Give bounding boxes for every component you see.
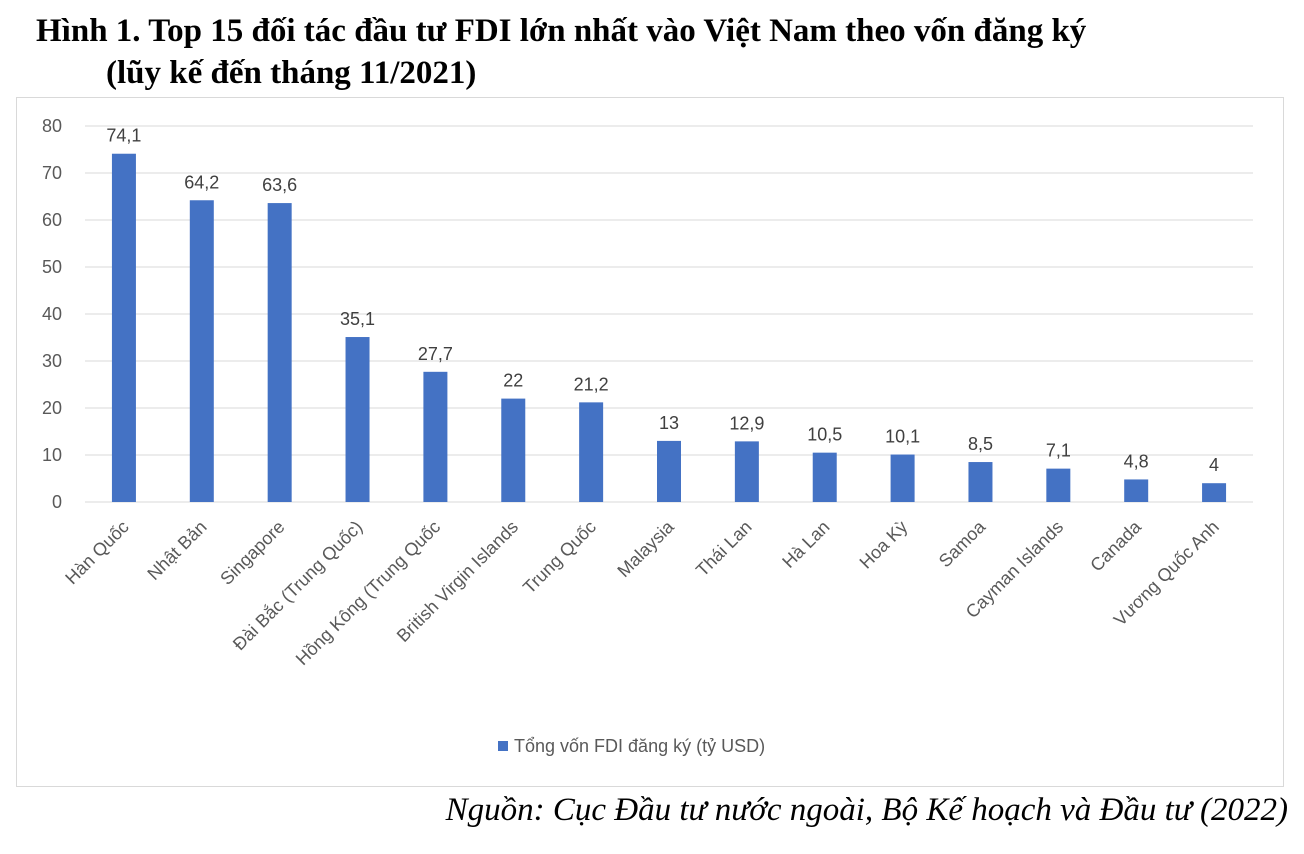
bar-chart: 0 10 20 30 40 50 60 70 80 74,1 Hàn Quốc 64,2 Nhật Bả…	[42, 116, 1253, 756]
bar	[423, 371, 448, 502]
bar	[734, 441, 759, 502]
bar	[111, 153, 136, 503]
data-label: 10,1	[885, 427, 920, 447]
bar	[345, 337, 370, 502]
bar	[267, 203, 292, 502]
bar	[968, 462, 993, 502]
data-label: 21,2	[574, 374, 609, 394]
bar	[1046, 468, 1071, 502]
bar	[812, 452, 837, 502]
y-tick-label: 80	[42, 116, 62, 136]
data-label: 4	[1209, 455, 1219, 475]
y-tick-label: 70	[42, 163, 62, 183]
chart-title-line1: Hình 1. Top 15 đối tác đầu tư FDI lớn nh…	[36, 13, 1087, 49]
y-tick-label: 40	[42, 304, 62, 324]
y-tick-label: 60	[42, 210, 62, 230]
x-tick-label: Hàn Quốc	[61, 517, 132, 588]
y-tick-label: 30	[42, 351, 62, 371]
data-label: 8,5	[968, 434, 993, 454]
data-label: 63,6	[262, 175, 297, 195]
data-label: 13	[659, 413, 679, 433]
y-tick-label: 0	[52, 492, 62, 512]
chart-title-line2: (lũy kế đến tháng 11/2021)	[106, 55, 477, 91]
data-label: 22	[503, 371, 523, 391]
bar	[890, 454, 915, 502]
bar	[189, 200, 214, 502]
x-tick-label: Đài Bắc (Trung Quốc)	[228, 516, 366, 654]
y-tick-label: 50	[42, 257, 62, 277]
bar	[1202, 483, 1227, 502]
bar	[501, 398, 526, 502]
chart-area	[16, 97, 1284, 787]
bar	[657, 440, 681, 502]
data-label: 7,1	[1046, 441, 1071, 461]
data-label: 35,1	[340, 309, 375, 329]
data-label: 10,5	[807, 425, 842, 445]
x-tick-label: Samoa	[935, 516, 990, 571]
legend-swatch	[498, 741, 508, 751]
y-tick-label: 20	[42, 398, 62, 418]
x-tick-label: Thái Lan	[692, 517, 756, 581]
legend-label: Tổng vốn FDI đăng ký (tỷ USD)	[514, 736, 765, 756]
x-tick-label: Nhật Bản	[143, 517, 210, 584]
bar	[1124, 479, 1149, 502]
x-tick-label: Hoa Kỳ	[856, 517, 912, 573]
data-label: 64,2	[184, 172, 219, 192]
bar	[579, 402, 604, 502]
x-tick-label: Trung Quốc	[519, 517, 600, 598]
x-tick-label: Singapore	[216, 517, 288, 589]
data-label: 27,7	[418, 344, 453, 364]
data-label: 12,9	[729, 413, 764, 433]
y-tick-label: 10	[42, 445, 62, 465]
x-tick-label: Hà Lan	[778, 517, 833, 572]
data-label: 4,8	[1124, 451, 1149, 471]
source-note: Nguồn: Cục Đầu tư nước ngoài, Bộ Kế hoạc…	[445, 792, 1288, 828]
x-tick-label: Malaysia	[613, 516, 678, 581]
data-label: 74,1	[106, 126, 141, 146]
x-tick-label: Canada	[1086, 516, 1145, 575]
x-tick-label: Hồng Kông (Trung Quốc	[292, 517, 444, 669]
